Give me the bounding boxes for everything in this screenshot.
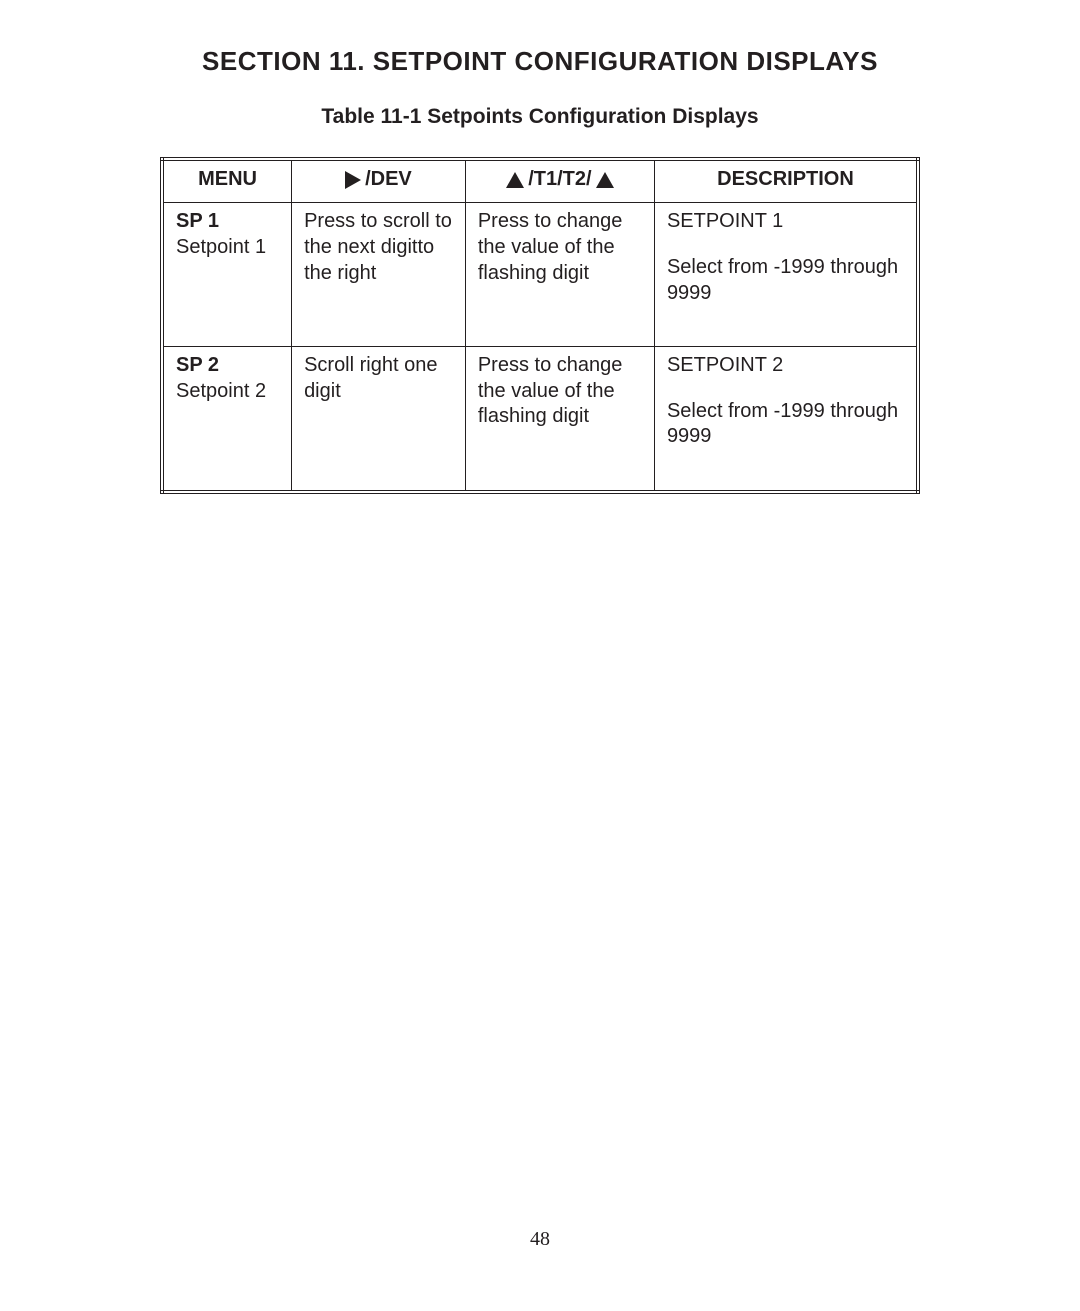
- triangle-up-icon: [506, 172, 524, 188]
- header-description-label: DESCRIPTION: [717, 168, 854, 190]
- header-t1t2-label: /T1/T2/: [528, 167, 591, 193]
- header-dev-label: /DEV: [365, 167, 412, 193]
- menu-code: SP 1: [176, 210, 219, 232]
- cell-menu: SP 2 Setpoint 2: [162, 347, 292, 492]
- description-body: Select from -1999 through 9999: [667, 400, 898, 448]
- description-gap: [667, 235, 906, 255]
- page: SECTION 11. SETPOINT CONFIGURATION DISPL…: [0, 0, 1080, 1311]
- table-row: SP 1 Setpoint 1 Press to scroll to the n…: [162, 203, 918, 347]
- cell-dev: Press to scroll to the next digitto the …: [292, 203, 466, 347]
- header-menu: MENU: [162, 159, 292, 203]
- menu-name: Setpoint 1: [176, 236, 266, 258]
- cell-description: SETPOINT 1 Select from -1999 through 999…: [654, 203, 918, 347]
- header-dev: /DEV: [292, 159, 466, 203]
- cell-dev: Scroll right one digit: [292, 347, 466, 492]
- table-row: SP 2 Setpoint 2 Scroll right one digit P…: [162, 347, 918, 492]
- description-body: Select from -1999 through 9999: [667, 256, 898, 304]
- header-description: DESCRIPTION: [654, 159, 918, 203]
- cell-t1t2: Press to change the value of the flashin…: [465, 347, 654, 492]
- menu-code: SP 2: [176, 354, 219, 376]
- description-title: SETPOINT 1: [667, 209, 906, 235]
- header-menu-label: MENU: [198, 168, 257, 190]
- triangle-up-icon: [596, 172, 614, 188]
- table-header-row: MENU /DEV /T1/T2/: [162, 159, 918, 203]
- description-title: SETPOINT 2: [667, 353, 906, 379]
- cell-description: SETPOINT 2 Select from -1999 through 999…: [654, 347, 918, 492]
- section-title: SECTION 11. SETPOINT CONFIGURATION DISPL…: [90, 46, 990, 77]
- description-gap: [667, 379, 906, 399]
- table-caption: Table 11-1 Setpoints Configuration Displ…: [90, 105, 990, 129]
- setpoints-table: MENU /DEV /T1/T2/: [160, 157, 920, 494]
- cell-t1t2: Press to change the value of the flashin…: [465, 203, 654, 347]
- page-number: 48: [0, 1228, 1080, 1251]
- menu-name: Setpoint 2: [176, 380, 266, 402]
- table-wrapper: MENU /DEV /T1/T2/: [90, 157, 990, 494]
- header-t1t2: /T1/T2/: [465, 159, 654, 203]
- triangle-right-icon: [345, 171, 361, 189]
- cell-menu: SP 1 Setpoint 1: [162, 203, 292, 347]
